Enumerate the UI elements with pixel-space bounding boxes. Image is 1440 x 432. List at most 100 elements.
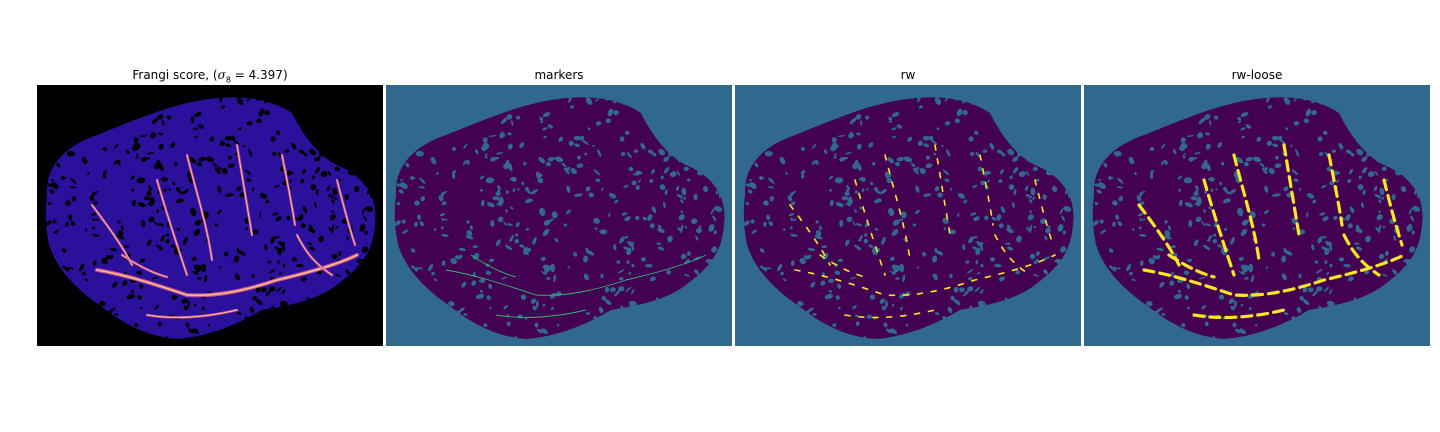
texture-spot [505, 190, 510, 194]
texture-spot [243, 144, 246, 148]
texture-spot [1336, 179, 1339, 183]
texture-spot [890, 328, 898, 335]
texture-spot [130, 175, 135, 180]
texture-spot [754, 162, 759, 168]
texture-spot [543, 269, 548, 276]
texture-spot [664, 189, 668, 196]
texture-spot [1177, 289, 1181, 294]
texture-spot [484, 153, 488, 157]
texture-spot [137, 295, 142, 300]
texture-spot [1007, 148, 1015, 156]
texture-spot [569, 105, 575, 109]
texture-spot [657, 227, 665, 234]
texture-spot [474, 149, 479, 154]
texture-spot [506, 114, 513, 120]
texture-spot [1343, 263, 1351, 268]
texture-spot [695, 235, 699, 241]
texture-spot [790, 233, 798, 237]
texture-spot [839, 220, 844, 227]
texture-spot [1047, 225, 1051, 229]
texture-spot [1241, 219, 1249, 226]
texture-spot [270, 236, 276, 244]
texture-spot [1193, 239, 1199, 247]
texture-spot [624, 130, 630, 135]
texture-spot [785, 172, 788, 175]
texture-spot [873, 186, 878, 191]
texture-spot [122, 280, 128, 286]
texture-spot [547, 124, 554, 129]
texture-spot [649, 223, 655, 229]
texture-spot [592, 144, 595, 148]
texture-spot [227, 163, 235, 168]
texture-spot [948, 229, 957, 235]
texture-spot [864, 115, 870, 120]
segmented-vessel [1167, 253, 1216, 279]
texture-spot [192, 127, 199, 131]
texture-spot [1302, 286, 1308, 293]
texture-spot [982, 149, 988, 153]
texture-spot [1232, 322, 1237, 328]
texture-spot [676, 194, 684, 199]
texture-spot [979, 289, 984, 295]
texture-spot [49, 189, 55, 194]
texture-spot [484, 156, 488, 159]
texture-spot [708, 224, 715, 232]
texture-spot [1384, 251, 1389, 256]
texture-spot [244, 169, 252, 176]
texture-spot [1186, 258, 1193, 263]
texture-spot [507, 162, 513, 172]
texture-spot [1245, 124, 1252, 129]
texture-spot [279, 241, 286, 247]
texture-spot [595, 97, 600, 102]
texture-spot [186, 300, 190, 308]
texture-spot [1112, 266, 1117, 272]
texture-spot [286, 215, 291, 221]
texture-spot [158, 132, 163, 136]
texture-spot [630, 289, 635, 295]
texture-spot [419, 177, 426, 184]
texture-spot [768, 221, 774, 227]
texture-spot [411, 265, 416, 270]
texture-spot [694, 269, 700, 275]
texture-spot [608, 212, 611, 218]
texture-spot [365, 205, 374, 212]
texture-spot [161, 206, 165, 210]
texture-spot [503, 220, 507, 227]
texture-spot [71, 196, 77, 202]
texture-spot [478, 278, 486, 284]
texture-spot [265, 199, 270, 204]
texture-spot [944, 121, 951, 126]
texture-spot [844, 239, 850, 247]
texture-spot [852, 163, 858, 170]
texture-spot [1219, 181, 1223, 186]
texture-spot [1146, 300, 1153, 307]
texture-spot [984, 215, 989, 221]
texture-spot [146, 239, 152, 247]
texture-spot [534, 322, 539, 328]
texture-spot [1051, 185, 1058, 193]
texture-spot [405, 162, 410, 168]
texture-spot [140, 306, 143, 310]
texture-spot [486, 202, 495, 208]
texture-spot [236, 97, 244, 105]
texture-spot [1210, 188, 1214, 192]
texture-spot [846, 216, 853, 223]
texture-spot [1027, 214, 1034, 221]
texture-spot [1238, 120, 1242, 123]
frangi-score-image [37, 85, 383, 346]
texture-spot [1329, 244, 1333, 252]
texture-spot [89, 195, 95, 202]
texture-spot [832, 323, 837, 328]
texture-spot [874, 228, 879, 231]
texture-spot [234, 255, 240, 263]
texture-spot [515, 222, 520, 228]
texture-spot [977, 271, 981, 275]
vessel-core [236, 144, 253, 236]
texture-spot [884, 171, 889, 179]
texture-spot [488, 135, 497, 137]
texture-spot [550, 263, 556, 273]
texture-spot [444, 218, 448, 221]
texture-spot [889, 120, 893, 123]
texture-spot [714, 205, 723, 212]
texture-spot [540, 256, 546, 262]
